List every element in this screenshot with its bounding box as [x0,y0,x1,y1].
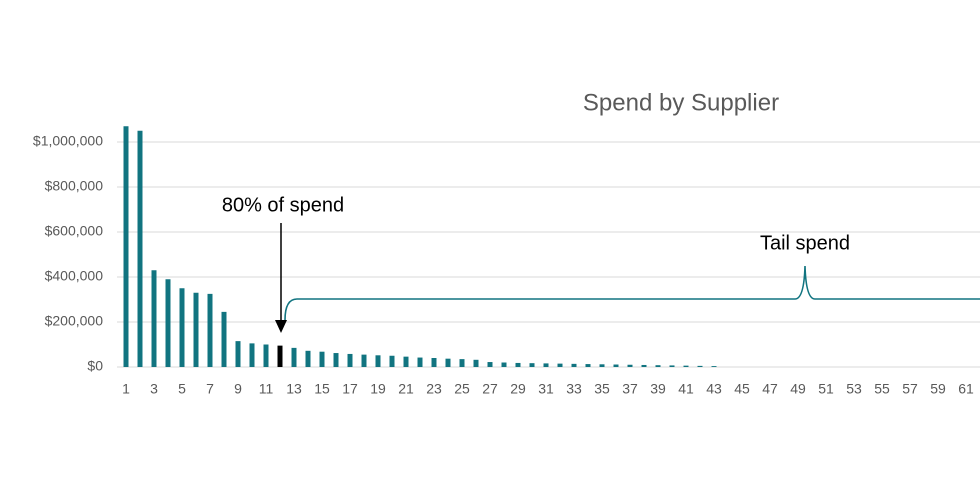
x-tick-label: 57 [902,381,918,397]
x-tick-label: 43 [706,381,722,397]
x-tick-label: 31 [538,381,554,397]
bar [515,362,521,367]
x-tick-label: 49 [790,381,806,397]
bar [445,358,451,367]
bar [137,130,143,367]
x-tick-label: 37 [622,381,638,397]
annotation: 80% of spend [222,194,344,216]
x-tick-label: 51 [818,381,834,397]
bar [543,363,549,367]
x-tick-label: 11 [259,381,274,397]
bar [403,356,409,367]
bar [221,311,227,367]
x-tick-label: 1 [122,381,130,397]
bar [599,364,605,367]
bar [473,359,479,367]
bar [333,353,339,367]
x-tick-label: 45 [734,381,750,397]
x-tick-label: 53 [846,381,862,397]
x-tick-label: 21 [398,381,414,397]
bar [431,358,437,367]
x-tick-label: 29 [510,381,526,397]
arrow-head [275,320,287,333]
bar [557,363,563,367]
x-tick-label: 59 [930,381,946,397]
bar [123,126,129,367]
bar [669,365,675,367]
bar [179,288,185,367]
x-tick-label: 17 [342,381,358,397]
bar [319,351,325,367]
y-tick-label: $400,000 [45,268,104,284]
y-tick-label: $800,000 [45,178,104,194]
bar [697,365,703,367]
x-tick-label: 7 [206,381,214,397]
x-tick-label: 15 [314,381,330,397]
x-tick-label: 9 [234,381,242,397]
x-tick-label: 27 [482,381,498,397]
annotation: Tail spend [760,232,850,254]
x-tick-label: 61 [958,381,974,397]
bar [613,364,619,367]
bar [501,362,507,367]
bar [389,355,395,367]
bar [347,353,353,367]
x-tick-label: 13 [286,381,302,397]
bar [249,343,255,367]
bar [627,364,633,367]
x-tick-label: 23 [426,381,442,397]
bar [361,354,367,367]
y-tick-label: $0 [87,358,103,374]
y-tick-label: $1,000,000 [33,133,103,149]
bar [585,364,591,367]
x-tick-label: 55 [874,381,890,397]
bar [571,363,577,367]
x-tick-label: 47 [762,381,778,397]
bar [165,279,171,367]
bar [263,344,269,367]
bar [207,293,213,367]
bar [641,364,647,367]
bar [151,270,157,367]
tail-brace [284,265,980,321]
bar [459,359,465,367]
x-tick-label: 3 [150,381,158,397]
bar [487,362,493,367]
bar [193,292,199,367]
x-tick-label: 25 [454,381,470,397]
bar [711,366,717,367]
x-tick-label: 5 [178,381,186,397]
y-tick-label: $200,000 [45,313,104,329]
bar [375,355,381,367]
bar [417,357,423,367]
x-tick-label: 35 [594,381,610,397]
x-tick-label: 41 [678,381,694,397]
chart-title: Spend by Supplier [583,89,779,116]
bar [305,350,311,367]
bar [291,347,297,367]
bar [235,341,241,367]
y-tick-label: $600,000 [45,223,104,239]
x-tick-label: 39 [650,381,666,397]
x-tick-label: 19 [370,381,386,397]
bar [529,363,535,367]
bar [655,365,661,367]
bar [683,365,689,367]
bar [277,345,283,367]
x-tick-label: 33 [566,381,582,397]
